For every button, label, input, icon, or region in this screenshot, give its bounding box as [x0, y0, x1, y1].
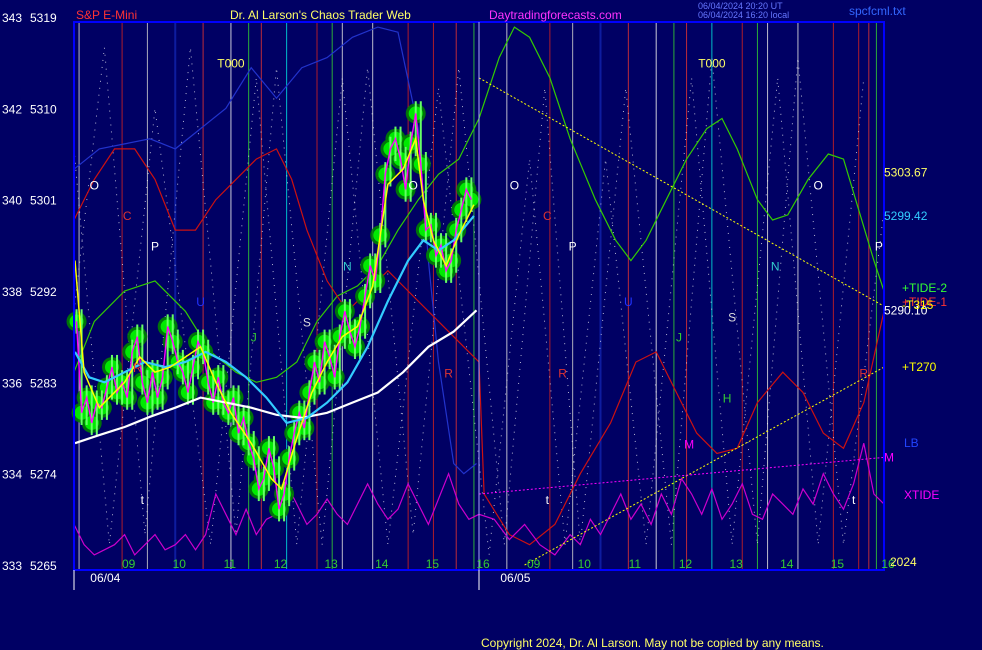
x-axis-hour-label: 12 [274, 557, 288, 571]
planet-letter: P [875, 239, 883, 253]
x-axis-hour-label: 14 [375, 557, 389, 571]
right-tag-label: -T315 [902, 298, 934, 312]
trend-line [524, 366, 885, 566]
yellow-moving-average [74, 135, 475, 491]
timestamp-local: 06/04/2024 16:20 local [698, 10, 789, 20]
planet-letters: O C P U J S N O R R O C P R U J S N H M O P R T000 T000 t t t [90, 57, 883, 507]
blue-tide-line [73, 26, 477, 475]
right-tag-label: M [884, 450, 894, 464]
x-axis-hour-label: 15 [426, 557, 440, 571]
planet-letter: M [684, 437, 694, 451]
y-axis-price-label: 5319 [30, 11, 57, 25]
right-tag-label: +TIDE-2 [902, 281, 947, 295]
x-axis-hour-label: 11 [224, 557, 237, 571]
right-tag-label: +T270 [902, 360, 937, 374]
x-axis-hour-label: 14 [780, 557, 794, 571]
planet-letter: S [728, 310, 736, 324]
planet-letter: N [343, 260, 352, 274]
y-axis-price-label: 5310 [30, 102, 57, 116]
y-axis-code-label: 340 [2, 194, 22, 208]
planet-letter: P [151, 239, 159, 253]
planet-letter: P [569, 239, 577, 253]
green-tide-line [73, 26, 885, 383]
y-axis-price-label: 5274 [30, 468, 57, 482]
trend-lines [478, 77, 885, 566]
red-tide-line [73, 148, 885, 546]
planet-letter: J [676, 331, 682, 345]
planet-letter: U [624, 295, 633, 309]
white-moving-average [74, 309, 478, 445]
axis-labels: 343 5319 342 5310 340 5301 338 5292 336 5283 334 52… [2, 11, 947, 585]
right-tag-label: +TIDE-1 [902, 295, 947, 309]
copyright-notice: Copyright 2024, Dr. Al Larson. May not b… [481, 636, 824, 650]
site-link[interactable]: Daytradingforecasts.com [489, 8, 622, 22]
planet-letter: R [133, 361, 142, 375]
planet-letter: O [510, 179, 519, 193]
xtide-line [73, 443, 885, 556]
right-tag-label: LB [904, 436, 919, 450]
right-value-label: 5299.42 [884, 209, 928, 223]
planet-letter: t [141, 493, 145, 507]
trend-line [478, 77, 885, 307]
planet-letter: C [543, 209, 552, 223]
planet-letter: C [123, 209, 132, 223]
planet-letter: O [90, 179, 99, 193]
y-axis-code-label: 343 [2, 11, 22, 25]
x-axis-hour-label: 09 [122, 557, 136, 571]
vertical-cycle-lines [78, 22, 877, 570]
x-axis-hour-label: 11 [629, 557, 642, 571]
planet-letter: T000 [217, 57, 245, 71]
x-axis-date-label: 06/05 [500, 571, 530, 585]
planet-letter: t [852, 493, 856, 507]
moving-averages [74, 135, 478, 491]
cyan-moving-average [74, 215, 475, 425]
planet-letter: T000 [698, 57, 726, 71]
planet-letter: R [558, 366, 567, 380]
y-axis-code-label: 336 [2, 376, 22, 390]
x-axis-hour-label: 16 [476, 557, 490, 571]
right-tag-label: XTIDE [904, 488, 939, 502]
dotted-wave-patterns [73, 47, 885, 555]
right-value-label: 5303.67 [884, 165, 928, 179]
planet-letter: t [546, 493, 550, 507]
planet-letter: J [251, 331, 257, 345]
planet-letter: O [409, 179, 418, 193]
y-axis-price-label: 5292 [30, 285, 57, 299]
x-axis-hour-label: 10 [173, 557, 187, 571]
y-axis-price-label: 5283 [30, 376, 57, 390]
x-axis-hour-label: 09 [527, 557, 541, 571]
price-line [75, 113, 473, 510]
x-axis-hour-label: 16 [881, 557, 895, 571]
x-axis-hour-label: 13 [729, 557, 743, 571]
data-file-name: spcfcml.txt [849, 4, 906, 18]
chart-symbol: S&P E-Mini [76, 8, 137, 22]
y-axis-code-label: 342 [2, 102, 22, 116]
planet-letter: O [814, 179, 823, 193]
y-axis-code-label: 333 [2, 559, 22, 573]
planet-letter: R [859, 366, 868, 380]
x-axis-hour-label: 12 [679, 557, 693, 571]
planet-letter: S [303, 316, 311, 330]
timestamp-ut: 06/04/2024 20:20 UT [698, 1, 783, 11]
planet-letter: N [771, 260, 780, 274]
tide-lines [73, 26, 885, 556]
y-axis-code-label: 338 [2, 285, 22, 299]
y-axis-code-label: 334 [2, 468, 22, 482]
y-axis-price-label: 5265 [30, 559, 57, 573]
x-axis-hour-label: 15 [831, 557, 845, 571]
x-axis-hour-label: 10 [578, 557, 592, 571]
x-axis-date-label: 06/04 [90, 571, 120, 585]
axes [73, 21, 885, 590]
right-value-label: 5290.10 [884, 303, 928, 317]
planet-letter: R [444, 366, 453, 380]
dotted-wave [73, 47, 885, 545]
chart-author: Dr. Al Larson's Chaos Trader Web [230, 8, 411, 22]
planet-letter: U [196, 295, 205, 309]
y-axis-price-label: 5301 [30, 194, 57, 208]
x-axis-hour-label: 13 [324, 557, 338, 571]
planet-letter: H [723, 392, 732, 406]
chart-year: 2024 [890, 555, 917, 569]
